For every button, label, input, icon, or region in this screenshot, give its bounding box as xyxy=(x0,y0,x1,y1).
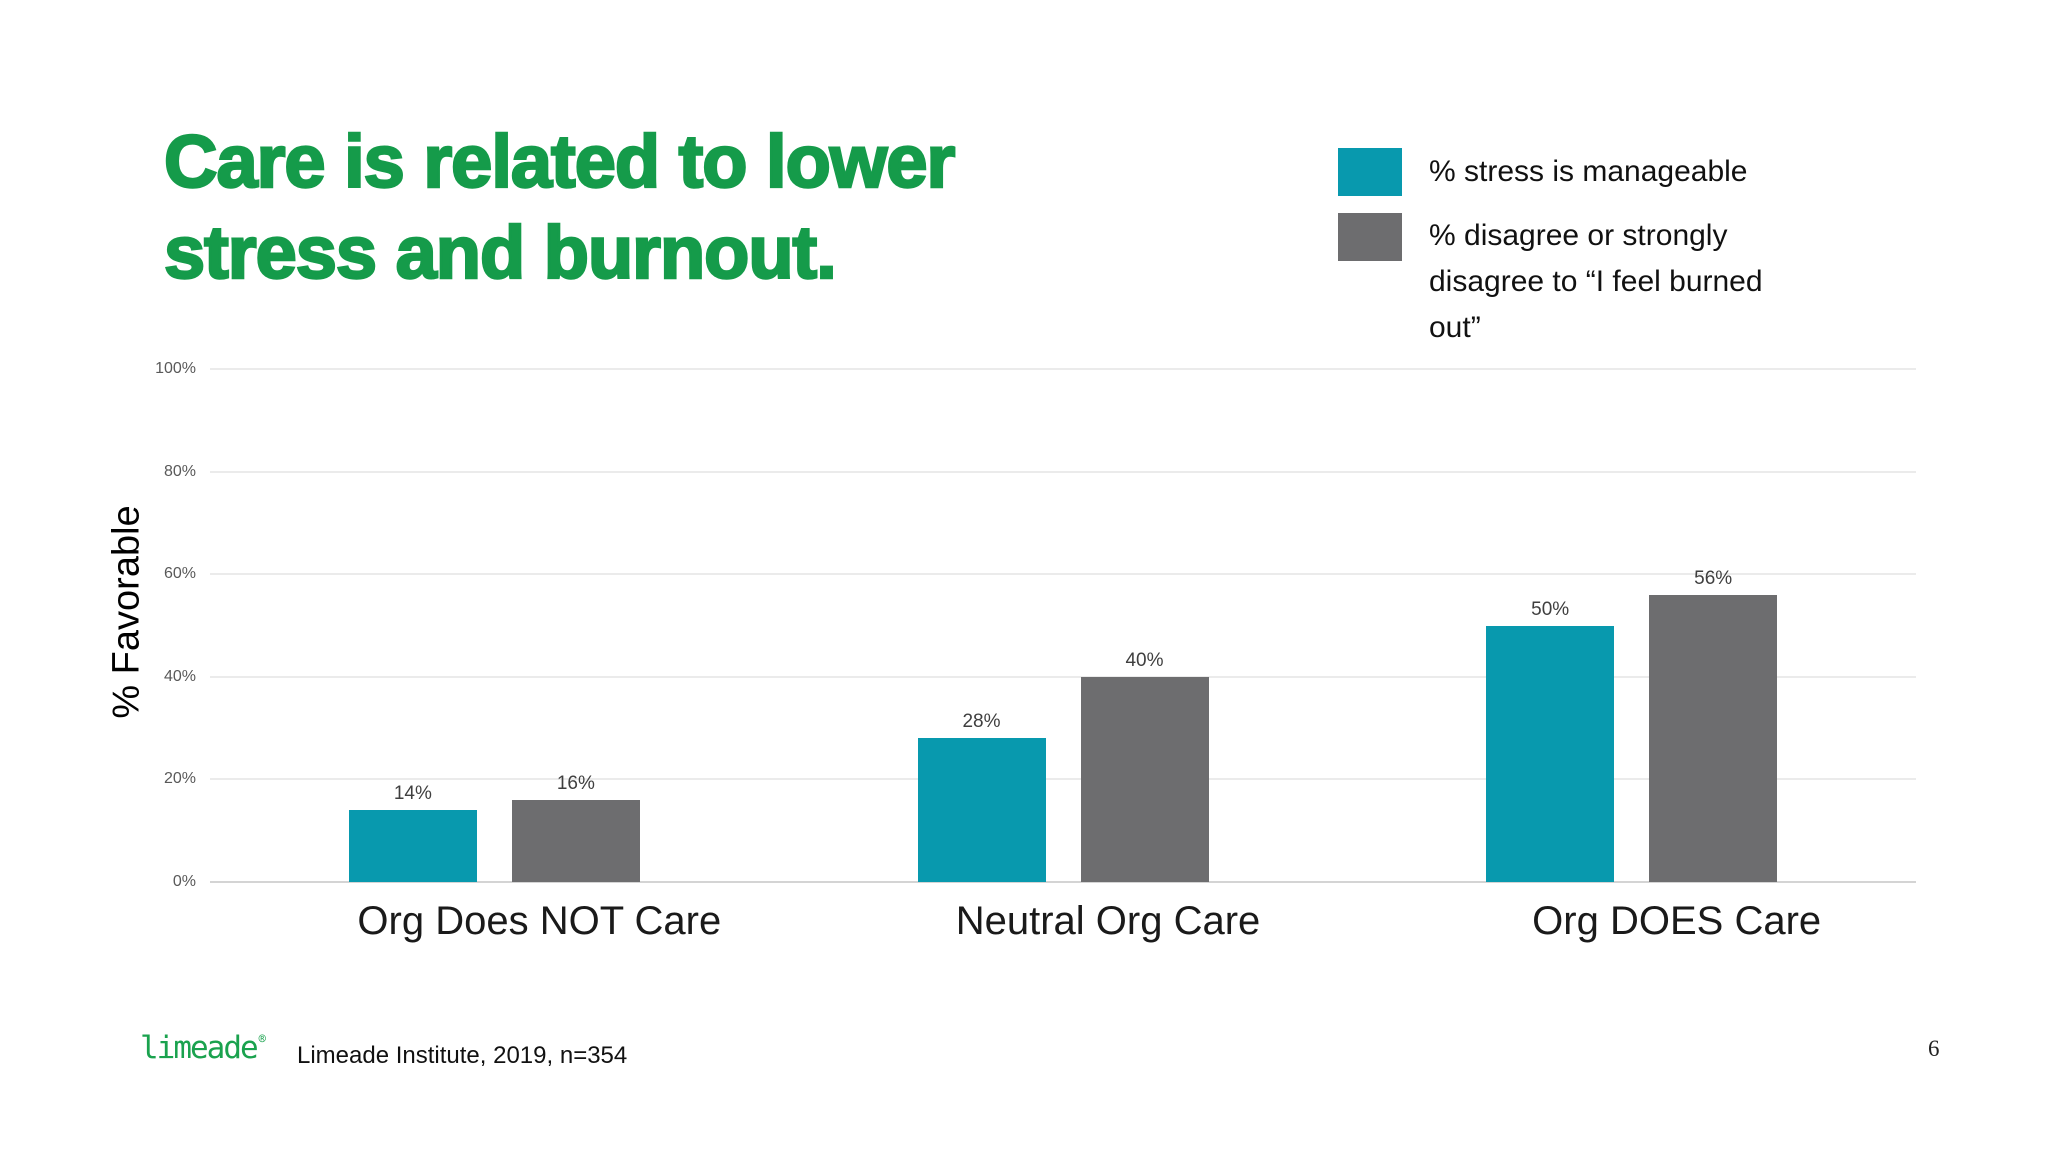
registered-trademark-icon: ® xyxy=(258,1031,266,1046)
y-tick-label-100: 100% xyxy=(155,360,196,377)
page-number: 6 xyxy=(1928,1036,1940,1061)
slide-title-line1: Care is related to lower xyxy=(163,119,957,205)
bar-gray-neutral-org-care xyxy=(1080,676,1209,882)
legend-swatch-teal xyxy=(1338,148,1402,196)
bar-value-label: 40% xyxy=(1125,649,1164,671)
chart-legend: % stress is manageable % disagree or stro… xyxy=(1338,148,1898,351)
slide-title: Care is related to lower stress and burn… xyxy=(163,116,957,298)
gridline-20 xyxy=(210,778,1916,781)
category-label-1: Neutral Org Care xyxy=(955,899,1261,943)
bar-teal-org-does-not-care xyxy=(348,810,477,882)
legend-swatch-gray xyxy=(1338,213,1402,261)
category-label-0: Org Does NOT Care xyxy=(357,899,722,943)
gridline-80 xyxy=(210,470,1916,473)
legend-item-0: % stress is manageable xyxy=(1338,148,1898,196)
bar-value-label: 50% xyxy=(1531,598,1570,620)
slide-title-line2: stress and burnout. xyxy=(163,210,838,296)
y-tick-label-80: 80% xyxy=(163,462,196,480)
bar-teal-org-does-care xyxy=(1486,625,1615,882)
y-tick-label-20: 20% xyxy=(163,770,196,788)
legend-label: % disagree or strongly disagree to “I fee… xyxy=(1429,219,1763,344)
y-tick-label-40: 40% xyxy=(163,667,196,685)
bar-gray-org-does-care xyxy=(1649,594,1778,882)
source-citation: Limeade Institute, 2019, n=354 xyxy=(297,1042,628,1069)
y-tick-label-60: 60% xyxy=(163,565,196,583)
y-tick-label-0: 0% xyxy=(172,873,196,890)
bar-value-label: 28% xyxy=(962,711,1001,733)
y-axis-title: % Favorable xyxy=(105,505,148,719)
bar-chart-plot-area: 0% 20% 40% 60% 80% 100% 14% 16% Org Does NOT Car… xyxy=(155,360,1916,943)
gridline-100 xyxy=(210,368,1916,370)
bar-teal-neutral-org-care xyxy=(917,738,1046,882)
limeade-logo: limeade ® xyxy=(140,1030,266,1066)
category-label-2: Org DOES Care xyxy=(1532,899,1822,943)
bar-value-label: 16% xyxy=(556,772,595,794)
bar-gray-org-does-not-care xyxy=(511,799,640,882)
gridline-40 xyxy=(210,675,1916,678)
legend-item-1: % disagree or strongly disagree to “I fee… xyxy=(1338,213,1898,351)
bar-value-label: 14% xyxy=(393,783,432,805)
limeade-logo-text: limeade xyxy=(140,1030,259,1066)
gridline-60 xyxy=(210,573,1916,576)
legend-label: % stress is manageable xyxy=(1429,155,1748,188)
gridline-0 xyxy=(210,881,1916,883)
bar-value-label: 56% xyxy=(1694,567,1733,589)
